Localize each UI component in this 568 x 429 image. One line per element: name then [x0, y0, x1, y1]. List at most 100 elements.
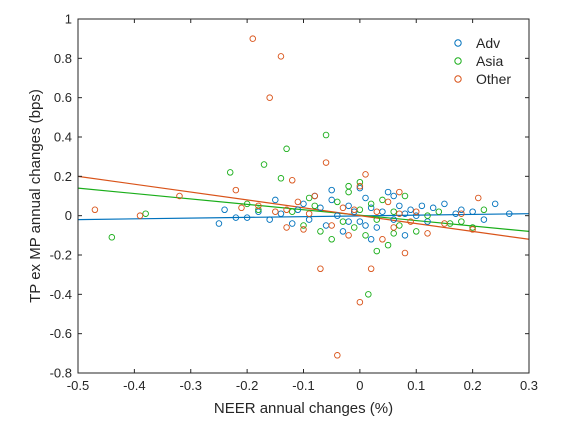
- point-asia: [424, 212, 431, 219]
- point-other: [441, 220, 448, 227]
- fit-lines: [78, 175, 529, 240]
- point-adv: [407, 206, 414, 214]
- x-tick-label: 0: [356, 378, 363, 393]
- point-adv: [367, 204, 375, 212]
- x-tick-label: -0.5: [67, 378, 89, 393]
- point-other: [413, 208, 420, 215]
- point-asia: [373, 216, 381, 223]
- point-adv: [418, 202, 426, 210]
- point-asia: [365, 291, 372, 298]
- point-asia: [396, 222, 403, 229]
- y-tick-label: 1: [65, 12, 72, 27]
- point-adv: [452, 210, 459, 217]
- plot-area-box: [77, 18, 530, 374]
- point-adv: [215, 220, 223, 227]
- legend-marker-asia: [454, 57, 462, 65]
- point-adv: [480, 216, 488, 223]
- legend-label-asia: Asia: [476, 53, 503, 69]
- legend-label-other: Other: [476, 71, 511, 87]
- fit-line-asia: [78, 187, 529, 232]
- fit-line-other: [78, 175, 529, 240]
- point-adv: [221, 206, 228, 214]
- point-other: [136, 212, 144, 219]
- point-adv: [390, 216, 397, 223]
- point-other: [367, 265, 375, 273]
- point-asia: [260, 161, 268, 168]
- y-tick-label: -0.4: [50, 287, 72, 302]
- point-adv: [328, 196, 335, 204]
- x-tick-label: 0.2: [464, 378, 482, 393]
- point-asia: [469, 224, 476, 231]
- point-other: [322, 159, 330, 166]
- point-asia: [413, 228, 420, 235]
- point-asia: [401, 192, 409, 200]
- point-other: [373, 208, 381, 215]
- point-adv: [322, 222, 330, 229]
- point-adv: [401, 232, 409, 239]
- point-adv: [458, 206, 465, 214]
- point-other: [272, 208, 279, 215]
- point-other: [305, 210, 313, 217]
- point-asia: [311, 202, 319, 210]
- point-asia: [243, 200, 251, 208]
- point-asia: [108, 234, 116, 241]
- x-tick-label: -0.4: [123, 378, 145, 393]
- point-adv: [328, 186, 335, 194]
- point-adv: [305, 216, 313, 223]
- point-adv: [396, 202, 403, 210]
- point-asia: [480, 206, 488, 214]
- point-other: [356, 298, 364, 306]
- x-axis-label: NEER annual changes (%): [214, 400, 393, 417]
- point-adv: [469, 208, 476, 215]
- legend-marker-adv: [454, 39, 462, 47]
- point-asia: [379, 196, 386, 204]
- point-adv: [373, 224, 381, 231]
- point-other: [396, 188, 403, 196]
- point-asia: [226, 169, 234, 176]
- point-other: [401, 249, 409, 257]
- point-asia: [367, 200, 375, 208]
- point-adv: [277, 210, 285, 217]
- point-other: [232, 186, 240, 194]
- point-other: [458, 210, 465, 217]
- y-tick-label: -0.2: [50, 248, 72, 263]
- point-adv: [288, 220, 296, 227]
- y-tick-label: 0.8: [54, 51, 72, 66]
- point-other: [328, 222, 335, 229]
- point-adv: [232, 214, 240, 221]
- point-other: [424, 230, 431, 237]
- point-adv: [429, 204, 437, 212]
- point-other: [288, 177, 296, 184]
- point-asia: [384, 241, 392, 249]
- point-asia: [328, 236, 335, 243]
- legend-label-adv: Adv: [476, 35, 500, 51]
- y-tick-label: 0.2: [54, 169, 72, 184]
- point-other: [390, 224, 397, 231]
- point-other: [396, 210, 403, 217]
- point-asia: [362, 232, 369, 239]
- point-other: [350, 206, 358, 214]
- point-adv: [379, 208, 386, 215]
- point-asia: [390, 208, 397, 215]
- point-adv: [350, 208, 358, 215]
- point-asia: [283, 145, 290, 153]
- point-adv: [300, 200, 307, 208]
- point-other: [283, 206, 290, 214]
- point-asia: [345, 188, 352, 196]
- point-other: [475, 194, 482, 202]
- y-tick-label: 0.4: [54, 130, 72, 145]
- point-other: [384, 198, 392, 206]
- point-other: [294, 198, 302, 206]
- point-other: [339, 204, 347, 212]
- point-other: [266, 94, 273, 101]
- point-other: [255, 202, 262, 210]
- point-adv: [345, 202, 352, 210]
- point-asia: [322, 131, 330, 139]
- x-tick-label: -0.1: [292, 378, 314, 393]
- point-adv: [491, 200, 499, 208]
- point-adv: [272, 196, 279, 204]
- point-asia: [356, 206, 364, 214]
- y-tick-label: -0.6: [50, 326, 72, 341]
- point-asia: [350, 224, 358, 231]
